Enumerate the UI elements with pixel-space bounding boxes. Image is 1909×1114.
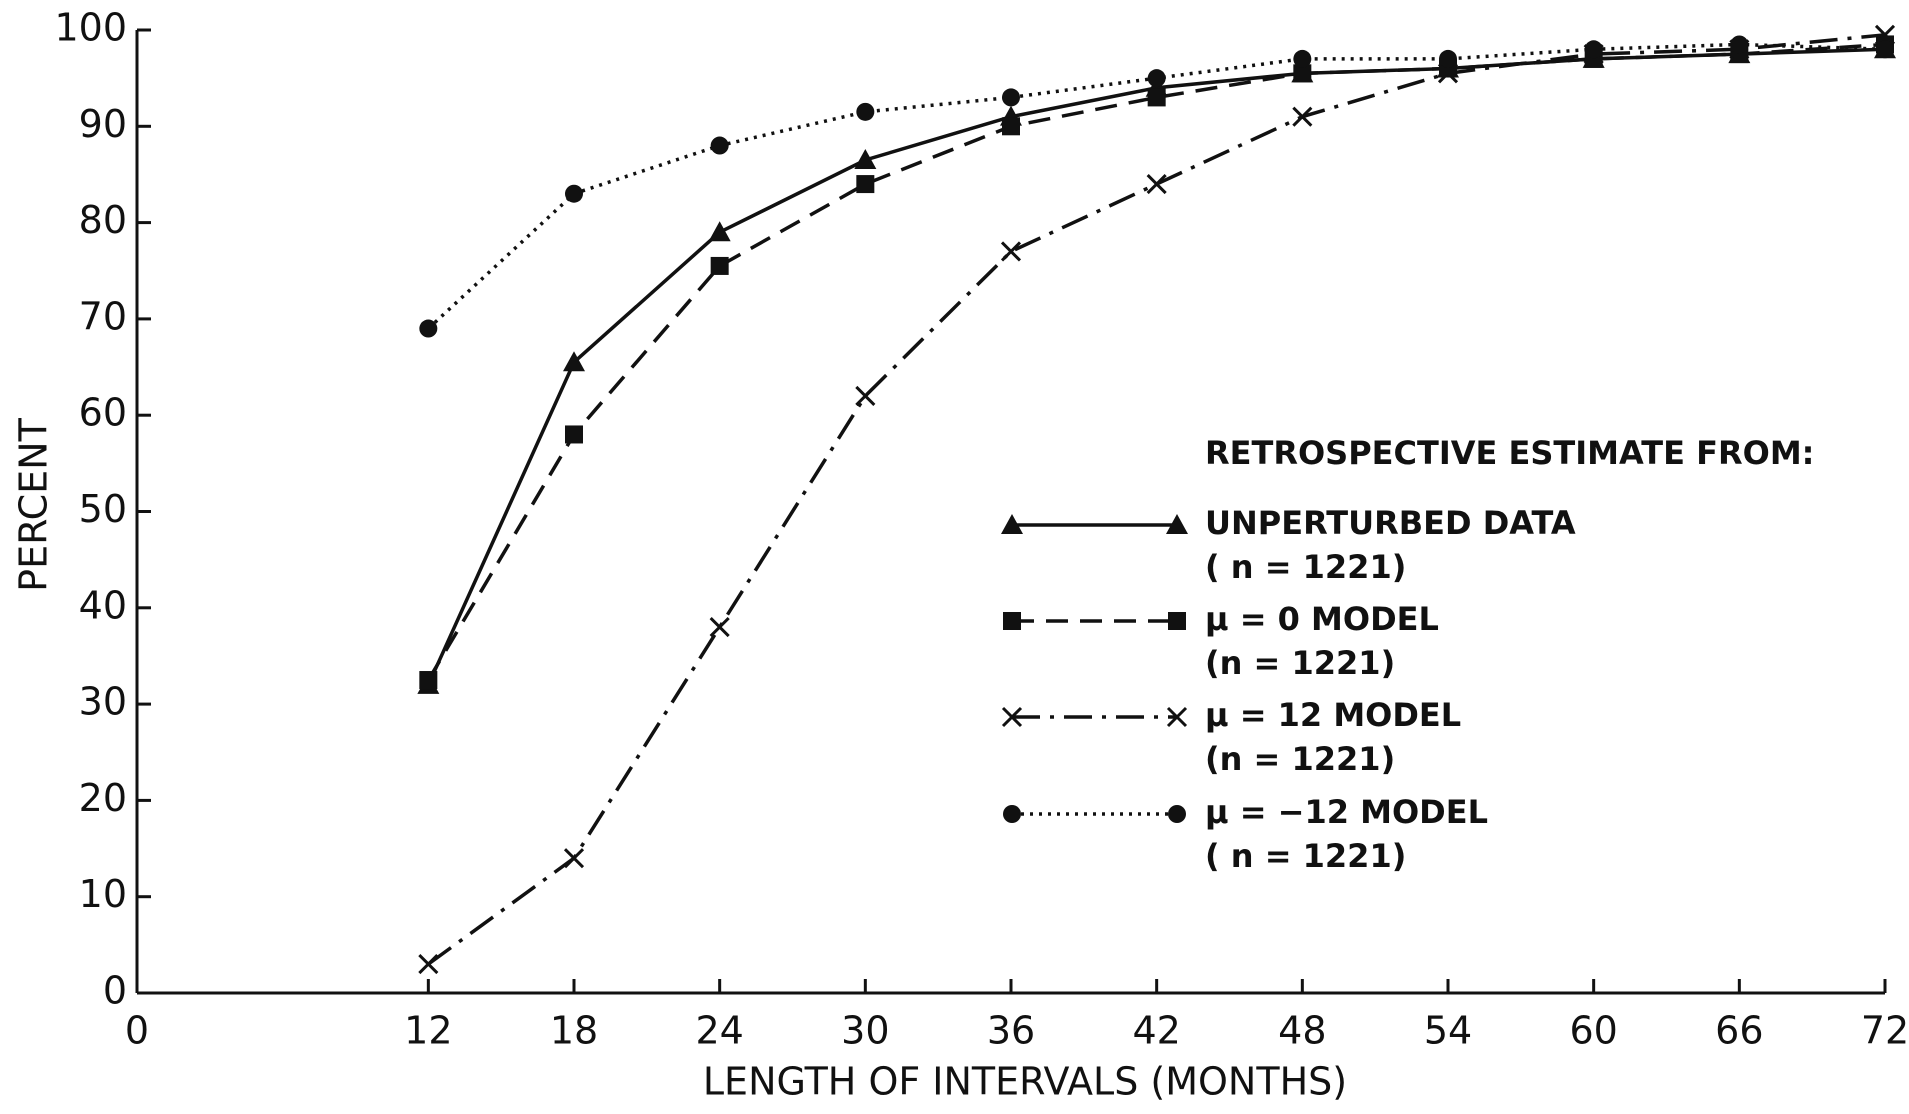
- legend-label: μ = 12 MODEL: [1205, 696, 1461, 734]
- data-point: [1437, 63, 1459, 84]
- x-tick-label: 48: [1278, 1009, 1326, 1053]
- legend-marker: [1003, 612, 1021, 630]
- legend-label: UNPERTURBED DATA: [1205, 504, 1576, 542]
- x-axis-label: LENGTH OF INTERVALS (MONTHS): [703, 1060, 1347, 1104]
- series-line: [427, 33, 1886, 966]
- series-line: [426, 42, 1886, 681]
- series-line: [426, 47, 1886, 686]
- data-point: [1584, 40, 1603, 59]
- y-tick-label: 0: [103, 969, 127, 1013]
- y-tick-label: 60: [79, 391, 127, 435]
- legend-marker: [1003, 805, 1021, 823]
- legend-note: ( n = 1221): [1205, 837, 1406, 875]
- legend-label: μ = −12 MODEL: [1205, 793, 1488, 831]
- data-point: [1000, 241, 1022, 262]
- data-point: [856, 102, 875, 121]
- x-tick-label: 36: [987, 1009, 1035, 1053]
- data-point: [563, 351, 585, 372]
- x-tick-label: 72: [1861, 1009, 1909, 1053]
- legend-marker: [1166, 706, 1188, 728]
- y-tick-label: 100: [54, 6, 127, 50]
- data-point: [1147, 88, 1166, 107]
- x-tick-label: 18: [550, 1009, 598, 1053]
- data-point: [1147, 69, 1166, 88]
- data-point: [1874, 24, 1896, 45]
- x-tick-label: 54: [1424, 1009, 1472, 1053]
- data-point: [854, 149, 877, 170]
- data-point: [708, 221, 731, 242]
- x-tick-label: 24: [695, 1009, 743, 1053]
- data-point: [419, 319, 438, 338]
- x-tick-label: 60: [1569, 1009, 1617, 1053]
- x-tick-label: 30: [841, 1009, 889, 1053]
- data-point: [855, 385, 876, 407]
- y-tick-label: 90: [79, 102, 127, 146]
- data-point: [710, 256, 729, 275]
- y-tick-label: 20: [79, 776, 127, 820]
- legend-marker: [1001, 514, 1023, 534]
- legend-marker: [1168, 805, 1186, 823]
- legend-note: (n = 1221): [1205, 644, 1395, 682]
- y-tick-label: 30: [79, 680, 127, 724]
- data-point: [418, 954, 439, 975]
- data-point: [1439, 49, 1457, 68]
- data-point: [1146, 174, 1167, 195]
- legend-note: (n = 1221): [1205, 740, 1395, 778]
- data-point: [1876, 40, 1894, 59]
- data-point: [710, 136, 729, 155]
- data-point: [1293, 64, 1312, 83]
- data-point: [709, 616, 730, 638]
- y-axis-label: PERCENT: [12, 417, 56, 591]
- legend-label: μ = 0 MODEL: [1205, 600, 1439, 638]
- x-tick-label: 0: [125, 1009, 149, 1053]
- legend-title: RETROSPECTIVE ESTIMATE FROM:: [1205, 434, 1814, 472]
- data-point: [1002, 88, 1020, 107]
- y-tick-label: 10: [79, 872, 127, 916]
- legend-note: ( n = 1221): [1205, 548, 1406, 586]
- x-tick-label: 66: [1715, 1009, 1763, 1053]
- x-tick-label: 12: [404, 1009, 452, 1053]
- data-point: [1730, 35, 1749, 54]
- data-point: [856, 175, 875, 194]
- data-point: [1292, 106, 1313, 127]
- data-point: [1002, 117, 1020, 136]
- data-point: [565, 425, 583, 444]
- legend-marker: [1166, 514, 1188, 534]
- data-point: [419, 671, 438, 690]
- y-tick-label: 70: [79, 294, 127, 338]
- y-tick-label: 80: [79, 198, 127, 242]
- data-point: [565, 184, 583, 203]
- legend-marker: [1001, 706, 1023, 728]
- y-tick-label: 40: [79, 583, 127, 627]
- legend-marker: [1168, 612, 1186, 630]
- y-tick-label: 50: [79, 487, 127, 531]
- data-point: [1293, 49, 1312, 68]
- data-point: [563, 848, 585, 869]
- x-tick-label: 42: [1132, 1009, 1180, 1053]
